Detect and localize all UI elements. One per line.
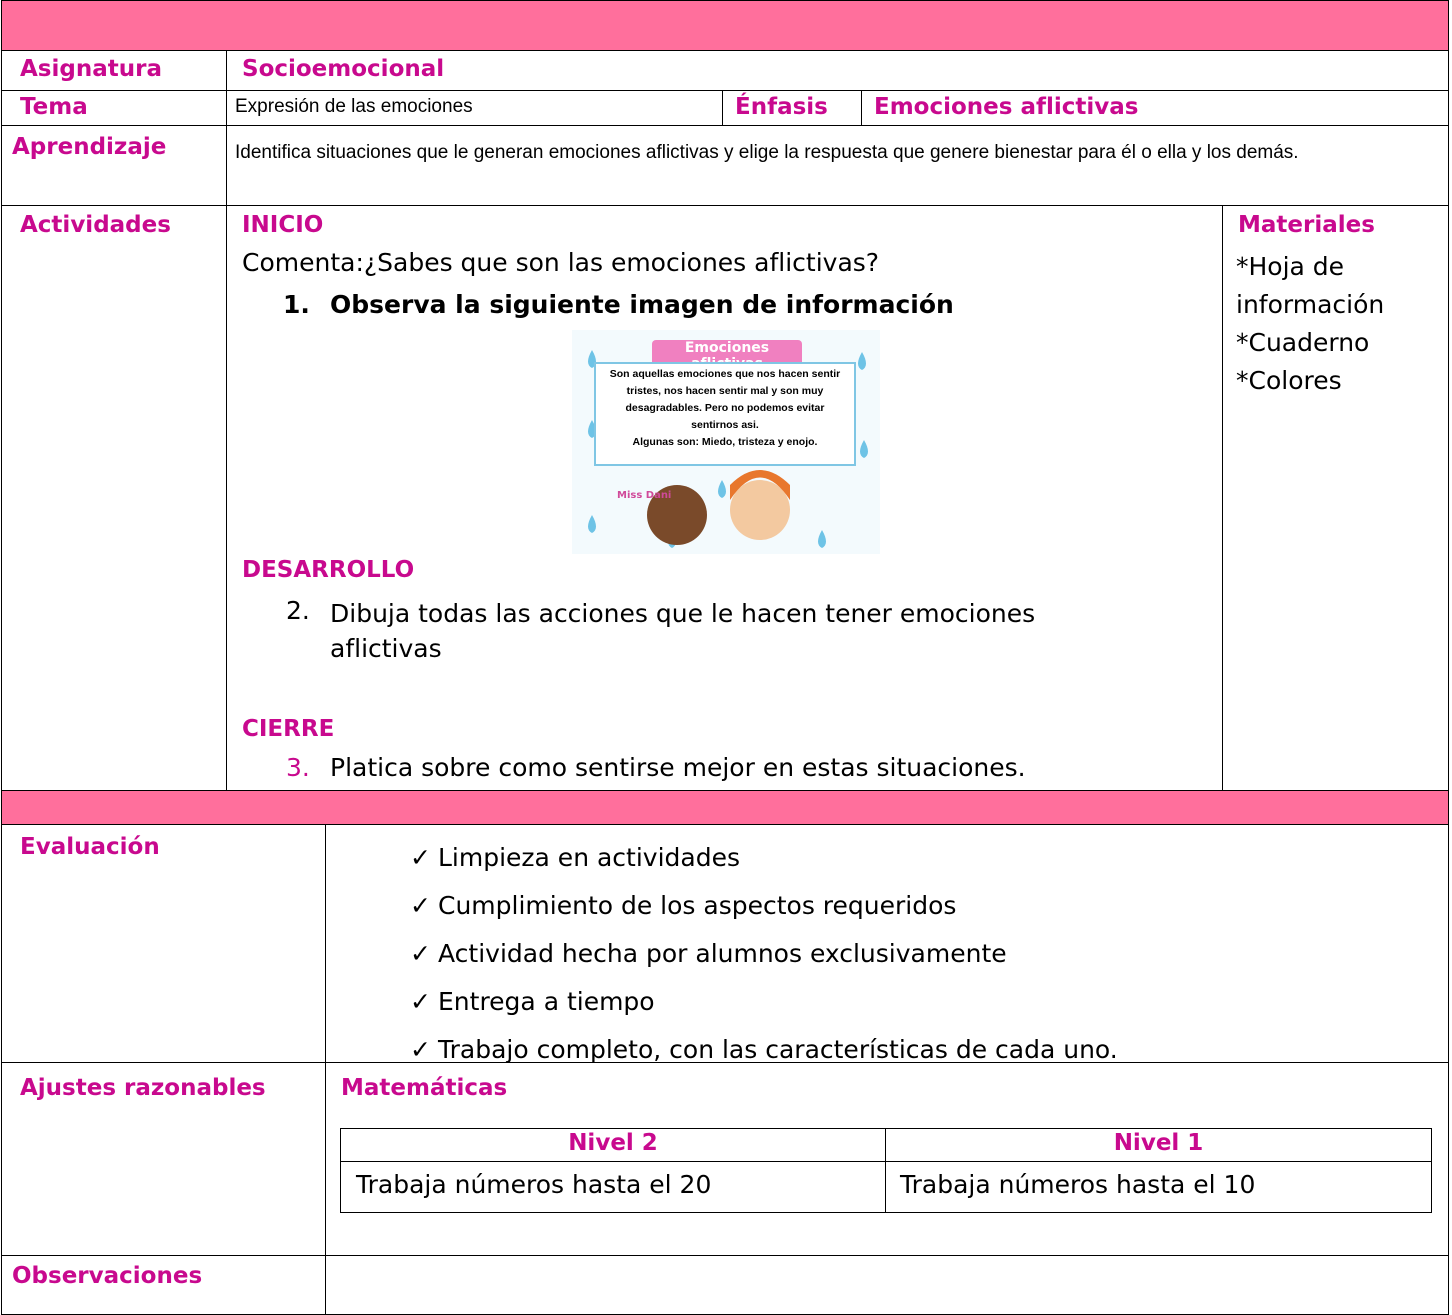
label: Asignatura <box>20 56 162 82</box>
criterion-text: Cumplimiento de los aspectos requeridos <box>438 891 957 920</box>
step: Observa la siguiente imagen de informaci… <box>330 290 954 319</box>
adjustment-subject: Matemáticas <box>341 1075 508 1101</box>
criterion: ✓ Entrega a tiempo <box>410 978 1118 1026</box>
check: ✓ <box>410 987 431 1016</box>
criterion-text: Limpieza en actividades <box>438 843 741 872</box>
criterion-text: Trabajo completo, con las característica… <box>438 1035 1118 1064</box>
label: Tema <box>20 94 88 120</box>
image-text: Son aquellas emociones que nos hacen sen… <box>594 362 856 466</box>
step: Dibuja todas las acciones que le hacen t… <box>330 599 1036 663</box>
heading: INICIO <box>242 212 324 238</box>
criterion: ✓ Actividad hecha por alumnos exclusivame… <box>410 930 1118 978</box>
step-number: 2. <box>286 596 310 625</box>
cell <box>325 1255 1449 1315</box>
step: Platica sobre como sentirse mejor en est… <box>330 753 1026 782</box>
step-number: 3. <box>286 753 310 782</box>
heading: DESARROLLO <box>242 557 415 583</box>
check: ✓ <box>410 1035 431 1064</box>
material: *Hoja de información <box>1236 252 1385 319</box>
topic: Expresión de las emociones <box>235 96 473 117</box>
image-line: sentirnos asi. <box>691 419 759 431</box>
learning: Identifica situaciones que le generan em… <box>235 142 1299 163</box>
label: Aprendizaje <box>12 134 167 160</box>
emphasis: Emociones aflictivas <box>874 94 1139 120</box>
criterion: ✓ Cumplimiento de los aspectos requeridos <box>410 882 1118 930</box>
table-cell: Trabaja números hasta el 20 <box>356 1170 712 1199</box>
image-line: Son aquellas emociones que nos hacen sen… <box>609 368 841 380</box>
label: Actividades <box>20 212 171 238</box>
image-line: desagradables. Pero no podemos evitar <box>625 402 825 414</box>
raindrops <box>588 350 868 548</box>
criterion-text: Entrega a tiempo <box>438 987 655 1016</box>
header-bar <box>1 0 1449 51</box>
divider-bar <box>1 790 1449 825</box>
materials-list: *Hoja de información *Cuaderno *Colores <box>1236 248 1444 400</box>
label: Observaciones <box>12 1263 203 1289</box>
material: *Cuaderno <box>1236 328 1370 357</box>
table-header: Nivel 2 <box>568 1130 658 1156</box>
cell <box>885 1161 1432 1213</box>
info-image: Emociones aflictivas Son aquellas emocio… <box>572 330 880 554</box>
check: ✓ <box>410 843 431 872</box>
criterion: ✓ Trabajo completo, con las característic… <box>410 1026 1118 1074</box>
criterion: ✓ Limpieza en actividades <box>410 834 1118 882</box>
table-header: Nivel 1 <box>1113 1130 1204 1156</box>
material: *Colores <box>1236 366 1342 395</box>
image-brand: Miss Dani <box>617 490 672 501</box>
heading: CIERRE <box>242 716 335 742</box>
image-line: Algunas son: Miedo, tristeza y enojo. <box>632 436 818 448</box>
cell <box>1 205 227 791</box>
image-line: tristes, nos hacen sentir mal y son muy <box>626 385 824 397</box>
step-number: 1. <box>283 290 310 319</box>
label: Materiales <box>1238 212 1375 238</box>
label: Evaluación <box>20 834 160 860</box>
evaluation-list: ✓ Limpieza en actividades ✓ Cumplimiento d… <box>410 834 1118 1074</box>
label: Énfasis <box>735 94 828 120</box>
prompt: Comenta:¿Sabes que son las emociones afl… <box>242 248 880 277</box>
subject: Socioemocional <box>242 56 445 82</box>
table-cell: Trabaja números hasta el 10 <box>900 1170 1256 1199</box>
label: Ajustes razonables <box>20 1075 266 1101</box>
check: ✓ <box>410 939 431 968</box>
check: ✓ <box>410 891 431 920</box>
criterion-text: Actividad hecha por alumnos exclusivamen… <box>438 939 1007 968</box>
